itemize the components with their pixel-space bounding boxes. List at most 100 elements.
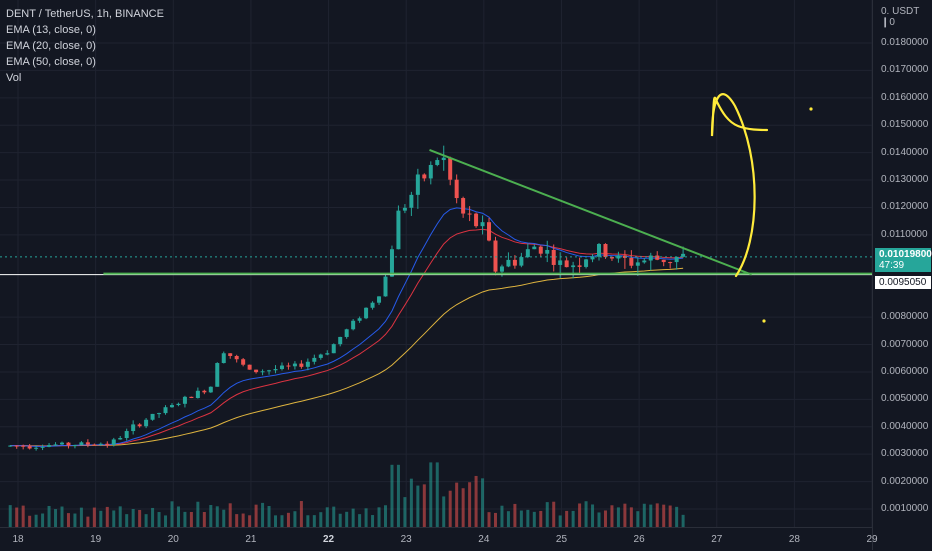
candle-body-10	[72, 444, 77, 446]
legend-ema20[interactable]: EMA (20, close, 0)	[6, 40, 96, 52]
volume-bar-54	[358, 514, 362, 527]
candle-body-46	[305, 361, 310, 367]
chart-area[interactable]: DENT / TetherUS, 1h, BINANCE EMA (13, cl…	[0, 0, 873, 527]
candle-body-102	[668, 262, 673, 264]
price-axis[interactable]: 0. USDT ❙0 0.0180000 0.0170000 0.0160000 0.…	[872, 0, 932, 550]
legend-ema13[interactable]: EMA (13, close, 0)	[6, 24, 96, 36]
volume-bar-3	[28, 515, 32, 527]
volume-bar-1	[15, 507, 19, 527]
candle-body-66	[435, 160, 440, 165]
candle-body-22	[150, 413, 155, 420]
resistance-trendline	[429, 148, 753, 276]
candle-body-36	[241, 359, 246, 365]
candle-body-40	[267, 370, 272, 372]
volume-bar-14	[99, 510, 103, 527]
price-tick-15: 0.0010000	[881, 503, 929, 514]
candle-body-100	[655, 255, 660, 260]
volume-bar-18	[125, 514, 129, 527]
candle-body-94	[616, 255, 621, 259]
volume-bar-61	[403, 497, 407, 527]
candle-body-17	[118, 438, 123, 440]
candle-body-13	[92, 444, 97, 446]
volume-bar-58	[383, 505, 387, 527]
candle-body-29	[195, 390, 200, 399]
current-price-tag: 0.01019800 47:39	[875, 248, 932, 272]
candle-body-72	[474, 213, 479, 227]
price-tick-11: 0.0050000	[881, 393, 929, 405]
candle-body-82	[538, 246, 543, 254]
volume-bar-96	[629, 507, 633, 527]
candle-body-71	[467, 213, 472, 215]
volume-bar-101	[662, 504, 666, 527]
volume-bar-52	[345, 511, 349, 527]
price-tick-0: 0.0180000	[881, 37, 929, 48]
candle-body-0	[8, 445, 13, 447]
volume-bar-57	[377, 507, 381, 527]
currency-mode-icon[interactable]: ❙0	[881, 17, 895, 28]
candle-body-78	[512, 259, 517, 266]
legend-ema50[interactable]: EMA (50, close, 0)	[6, 56, 96, 68]
candle-body-5	[40, 446, 45, 448]
time-axis[interactable]: 18 19 20 21 22 23 24 25 26 27 28 29	[0, 527, 878, 551]
candle-body-91	[597, 243, 602, 257]
price-chart[interactable]	[0, 0, 873, 527]
legend-vol[interactable]: Vol	[6, 72, 22, 84]
volume-bar-99	[649, 504, 653, 527]
candle-body-75	[493, 240, 498, 272]
candle-body-11	[79, 442, 84, 445]
volume-bar-87	[571, 510, 575, 527]
candle-body-50	[331, 344, 336, 354]
candle-body-83	[545, 249, 550, 254]
volume-bar-98	[642, 503, 646, 527]
candle-body-3	[27, 446, 32, 449]
time-tick-5: 23	[400, 534, 412, 545]
candle-body-24	[163, 407, 168, 414]
volume-bar-86	[565, 510, 569, 527]
candle-body-35	[234, 356, 239, 360]
volume-bar-6	[47, 505, 51, 527]
candle-body-34	[228, 353, 233, 357]
current-price: 0.01019800	[879, 249, 932, 260]
price-tick-7: 0.0110000	[881, 228, 928, 240]
volume-bar-91	[597, 512, 601, 527]
volume-bar-27	[183, 511, 187, 527]
candle-body-32	[215, 363, 220, 387]
volume-bar-35	[235, 514, 239, 527]
volume-bar-89	[584, 501, 588, 527]
volume-bar-17	[118, 506, 122, 527]
candle-body-51	[338, 336, 343, 345]
price-tick-6: 0.0120000	[881, 201, 929, 213]
support-price-tag: 0.0095050	[875, 276, 931, 289]
candle-body-59	[389, 249, 394, 277]
volume-bar-65	[429, 462, 433, 527]
candle-body-103	[674, 256, 679, 263]
volume-bar-60	[396, 464, 400, 527]
volume-bar-71	[468, 482, 472, 527]
volume-bar-104	[681, 514, 685, 527]
legend-symbol[interactable]: DENT / TetherUS, 1h, BINANCE	[6, 8, 164, 20]
candle-body-25	[169, 405, 174, 408]
volume-bar-72	[474, 475, 478, 527]
candle-body-87	[571, 265, 576, 268]
candle-body-89	[584, 259, 589, 267]
time-tick-10: 28	[788, 534, 800, 545]
volume-bar-64	[422, 484, 426, 527]
volume-bar-40	[267, 505, 271, 527]
volume-bar-5	[41, 513, 45, 527]
candle-body-88	[577, 265, 582, 267]
candle-body-42	[279, 365, 284, 370]
candle-body-61	[402, 207, 407, 211]
time-tick-7: 25	[555, 534, 568, 545]
volume-bar-93	[610, 505, 614, 527]
candle-body-19	[131, 424, 136, 432]
volume-bar-28	[189, 511, 193, 527]
price-tick-9: 0.0070000	[881, 338, 929, 350]
chart-legend: DENT / TetherUS, 1h, BINANCE EMA (13, cl…	[6, 6, 164, 86]
volume-bar-49	[325, 507, 329, 527]
volume-bar-9	[66, 513, 70, 527]
volume-bar-62	[409, 478, 413, 527]
currency-label[interactable]: 0. USDT ❙0	[881, 6, 932, 28]
candle-body-20	[137, 424, 142, 427]
volume-bar-103	[675, 506, 679, 527]
candle-body-79	[519, 257, 524, 266]
